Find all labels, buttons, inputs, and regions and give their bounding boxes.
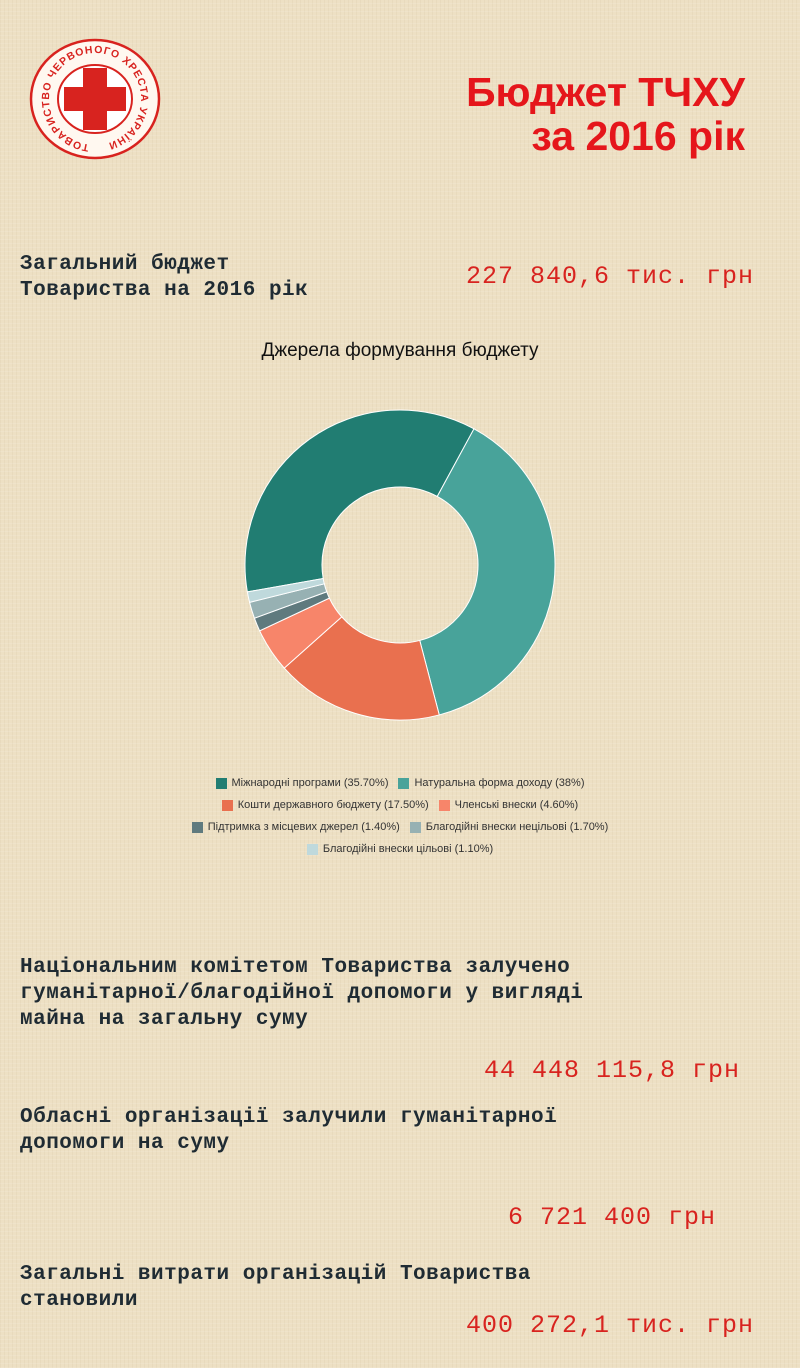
legend-swatch — [409, 821, 421, 833]
total-budget-label: Загальний бюджет Товариства на 2016 рік — [20, 253, 309, 302]
legend-swatch — [398, 777, 410, 789]
legend-swatch — [215, 777, 227, 789]
legend-label: Благодійні внески нецільові (1.70%) — [425, 821, 609, 833]
red-cross-logo: ТОВАРИСТВО ЧЕРВОНОГО ХРЕСТА УКРАЇНИ — [29, 38, 161, 160]
stat-label-expenses: Загальні витрати організацій Товариства … — [20, 1263, 531, 1312]
legend-row: Міжнародні програми (35.70%) Натуральна … — [0, 772, 800, 794]
chart-legend: Міжнародні програми (35.70%) Натуральна … — [0, 772, 800, 860]
chart-title: Джерела формування бюджету — [261, 340, 539, 361]
stat-label-regional: Обласні організації залучили гуманітарно… — [20, 1106, 558, 1155]
donut-chart — [244, 409, 556, 721]
donut-slice-6 — [246, 577, 325, 603]
legend-label: Підтримка з місцевих джерел (1.40%) — [207, 821, 400, 833]
legend-swatch — [221, 799, 233, 811]
legend-label: Благодійні внески цільові (1.10%) — [322, 843, 494, 855]
legend-item: Натуральна форма доходу (38%) — [398, 777, 584, 789]
legend-label: Членські внески (4.60%) — [454, 799, 579, 811]
legend-row: Благодійні внески цільові (1.10%) — [0, 838, 800, 860]
stat-value-regional: 6 721 400 грн — [508, 1203, 717, 1232]
total-budget-value: 227 840,6 тис. грн — [466, 262, 755, 291]
legend-item: Членські внески (4.60%) — [438, 799, 579, 811]
legend-swatch — [306, 843, 318, 855]
page-title: Бюджет ТЧХУ за 2016 рік — [466, 69, 745, 159]
donut-slice-1 — [419, 428, 556, 716]
donut-slice-2 — [283, 616, 440, 721]
stat-value-national: 44 448 115,8 грн — [484, 1056, 741, 1085]
stat-value-expenses: 400 272,1 тис. грн — [466, 1311, 755, 1340]
stat-label-national: Національним комітетом Товариства залуче… — [20, 956, 584, 1031]
legend-row: Кошти державного бюджету (17.50%) Членсь… — [0, 794, 800, 816]
legend-swatch — [191, 821, 203, 833]
legend-item: Кошти державного бюджету (17.50%) — [221, 799, 429, 811]
legend-item: Благодійні внески нецільові (1.70%) — [409, 821, 609, 833]
legend-label: Натуральна форма доходу (38%) — [414, 777, 585, 789]
legend-item: Благодійні внески цільові (1.10%) — [306, 843, 494, 855]
donut-slice-0 — [244, 409, 475, 593]
legend-label: Кошти державного бюджету (17.50%) — [237, 799, 429, 811]
legend-row: Підтримка з місцевих джерел (1.40%) Благ… — [0, 816, 800, 838]
legend-swatch — [438, 799, 450, 811]
legend-item: Підтримка з місцевих джерел (1.40%) — [191, 821, 400, 833]
legend-item: Міжнародні програми (35.70%) — [215, 777, 389, 789]
legend-label: Міжнародні програми (35.70%) — [231, 777, 389, 789]
